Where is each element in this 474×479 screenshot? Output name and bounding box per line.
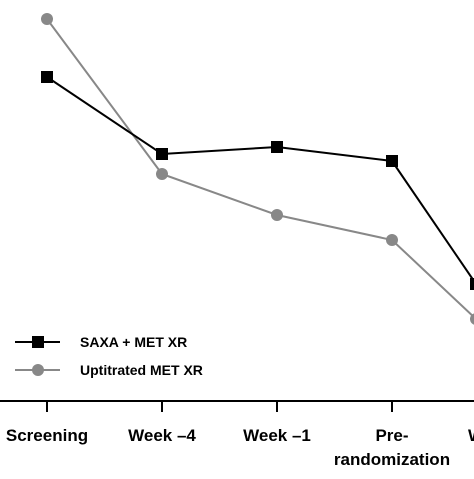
x-tick-label-line: Week –1	[243, 426, 311, 445]
legend-label: SAXA + MET XR	[80, 334, 187, 350]
x-tick-label-line: Week –4	[128, 426, 196, 445]
x-tick-label: Week –4	[128, 426, 196, 445]
data-point-circle	[386, 234, 398, 246]
data-point-square	[271, 141, 283, 153]
data-point-circle	[470, 313, 474, 325]
x-tick-label-line: W	[468, 426, 474, 445]
data-point-circle	[271, 209, 283, 221]
x-tick-label: Screening	[6, 426, 88, 445]
x-tick-label: Week –1	[243, 426, 311, 445]
data-point-square	[41, 71, 53, 83]
x-tick-label: Pre-randomization	[334, 426, 450, 469]
x-axis-ticks	[46, 401, 393, 412]
data-point-circle	[156, 168, 168, 180]
data-point-square	[386, 155, 398, 167]
x-tick-label-line: randomization	[334, 450, 450, 469]
series-line	[46, 18, 474, 319]
data-point-square	[156, 148, 168, 160]
x-tick-label-line: Pre-	[375, 426, 408, 445]
data-point-square	[470, 278, 474, 290]
x-tick-label-line: Screening	[6, 426, 88, 445]
legend-marker-square	[32, 336, 44, 348]
x-axis-tick-labels: Screening Week –4 Week –1 Pre-randomization…	[6, 426, 474, 469]
series-line	[46, 76, 474, 283]
series-layer	[41, 13, 474, 325]
data-point-circle	[41, 13, 53, 25]
x-tick-label: W	[468, 426, 474, 445]
legend: SAXA + MET XR Uptitrated MET XR	[15, 334, 203, 378]
legend-label: Uptitrated MET XR	[80, 362, 203, 378]
legend-marker-circle	[32, 364, 44, 376]
